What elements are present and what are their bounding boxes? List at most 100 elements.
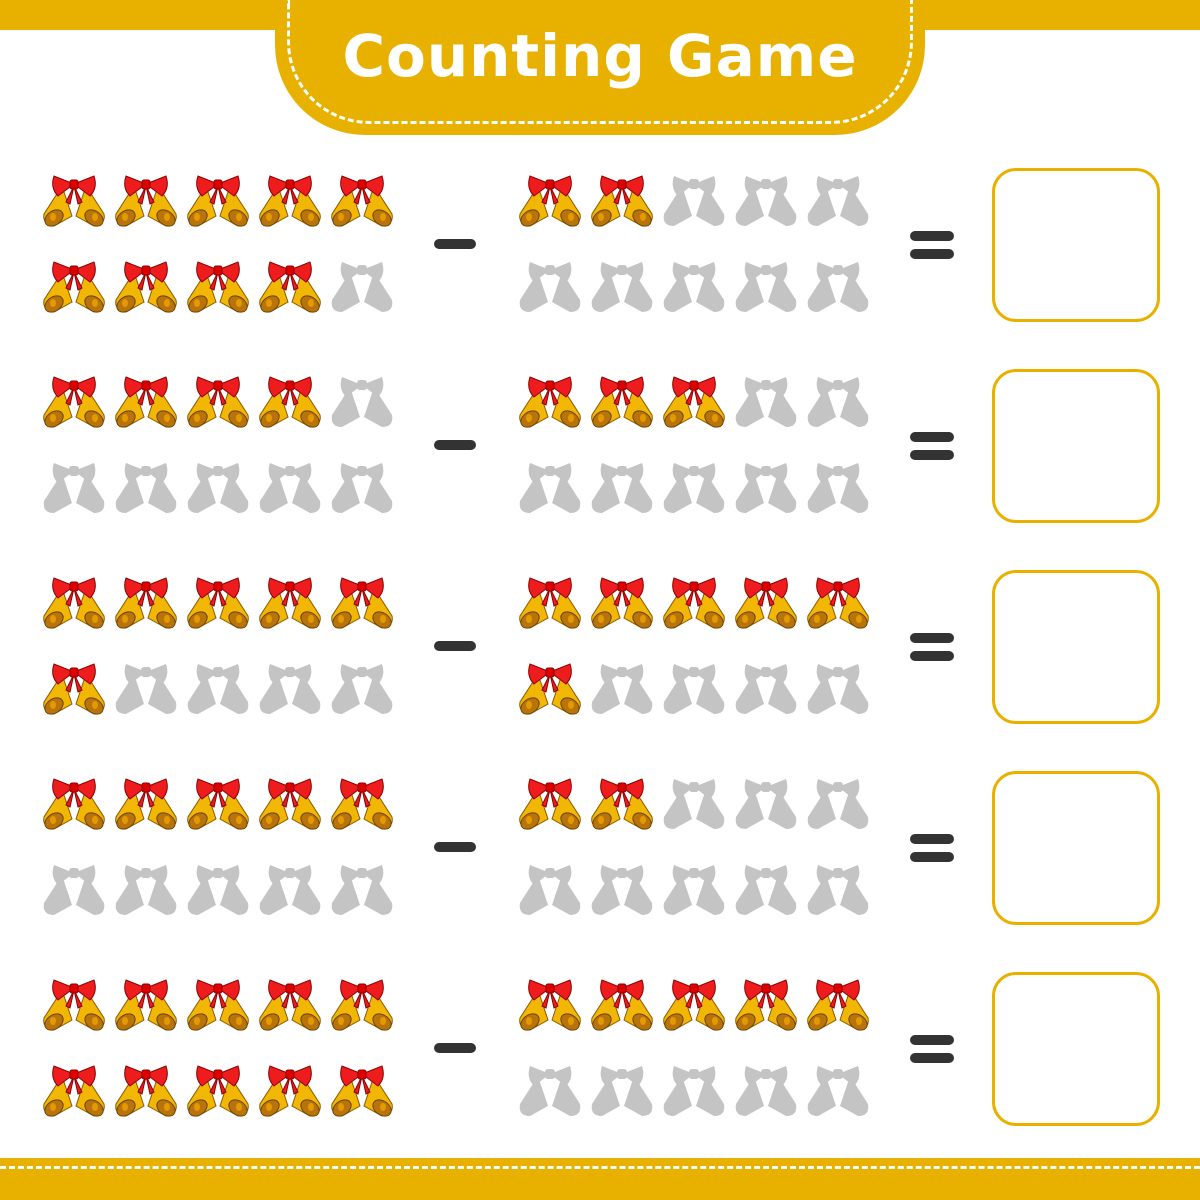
christmas-bells-icon xyxy=(589,778,655,833)
christmas-bells-icon xyxy=(113,778,179,833)
bell-silhouette-icon xyxy=(187,463,249,513)
bell-silhouette-icon xyxy=(663,176,725,226)
christmas-bells-icon xyxy=(113,376,179,431)
header-dash-left xyxy=(0,34,280,37)
title-tab xyxy=(275,0,925,135)
christmas-bells-icon xyxy=(41,778,107,833)
equals-sign-bottom xyxy=(910,1053,954,1063)
bell-silhouette-icon xyxy=(259,664,321,714)
bell-silhouette-icon xyxy=(591,463,653,513)
bell-silhouette-icon xyxy=(735,463,797,513)
bell-silhouette-icon xyxy=(807,664,869,714)
christmas-bells-icon xyxy=(185,175,251,230)
bell-silhouette-icon xyxy=(115,865,177,915)
christmas-bells-icon xyxy=(329,1065,395,1120)
christmas-bells-icon xyxy=(517,577,583,632)
christmas-bells-icon xyxy=(113,175,179,230)
christmas-bells-icon xyxy=(329,577,395,632)
bell-silhouette-icon xyxy=(591,664,653,714)
christmas-bells-icon xyxy=(733,577,799,632)
bell-silhouette-icon xyxy=(519,1066,581,1116)
equals-sign-bottom xyxy=(910,651,954,661)
christmas-bells-icon xyxy=(257,979,323,1034)
header-dash-right xyxy=(920,34,1200,37)
christmas-bells-icon xyxy=(517,376,583,431)
bell-silhouette-icon xyxy=(591,865,653,915)
christmas-bells-icon xyxy=(113,261,179,316)
bell-silhouette-icon xyxy=(807,463,869,513)
bell-silhouette-icon xyxy=(807,779,869,829)
bell-silhouette-icon xyxy=(519,865,581,915)
christmas-bells-icon xyxy=(185,376,251,431)
christmas-bells-icon xyxy=(185,261,251,316)
christmas-bells-icon xyxy=(257,376,323,431)
christmas-bells-icon xyxy=(661,979,727,1034)
equals-sign-top xyxy=(910,432,954,442)
christmas-bells-icon xyxy=(661,577,727,632)
christmas-bells-icon xyxy=(329,778,395,833)
christmas-bells-icon xyxy=(257,1065,323,1120)
equals-sign-bottom xyxy=(910,450,954,460)
christmas-bells-icon xyxy=(41,577,107,632)
bell-silhouette-icon xyxy=(663,1066,725,1116)
bell-silhouette-icon xyxy=(807,1066,869,1116)
answer-box[interactable] xyxy=(992,771,1160,925)
christmas-bells-icon xyxy=(329,175,395,230)
christmas-bells-icon xyxy=(41,261,107,316)
bell-silhouette-icon xyxy=(331,463,393,513)
christmas-bells-icon xyxy=(589,577,655,632)
christmas-bells-icon xyxy=(257,577,323,632)
answer-box[interactable] xyxy=(992,570,1160,724)
equals-sign-bottom xyxy=(910,249,954,259)
bell-silhouette-icon xyxy=(735,779,797,829)
christmas-bells-icon xyxy=(517,979,583,1034)
bell-silhouette-icon xyxy=(807,865,869,915)
bell-silhouette-icon xyxy=(331,664,393,714)
christmas-bells-icon xyxy=(41,1065,107,1120)
christmas-bells-icon xyxy=(805,979,871,1034)
christmas-bells-icon xyxy=(733,979,799,1034)
bell-silhouette-icon xyxy=(807,377,869,427)
christmas-bells-icon xyxy=(517,778,583,833)
bell-silhouette-icon xyxy=(259,463,321,513)
equals-sign-top xyxy=(910,1035,954,1045)
bell-silhouette-icon xyxy=(331,262,393,312)
christmas-bells-icon xyxy=(113,577,179,632)
bell-silhouette-icon xyxy=(43,463,105,513)
bell-silhouette-icon xyxy=(187,865,249,915)
christmas-bells-icon xyxy=(41,979,107,1034)
christmas-bells-icon xyxy=(805,577,871,632)
bell-silhouette-icon xyxy=(735,664,797,714)
answer-box[interactable] xyxy=(992,972,1160,1126)
christmas-bells-icon xyxy=(589,376,655,431)
bell-silhouette-icon xyxy=(43,865,105,915)
christmas-bells-icon xyxy=(329,979,395,1034)
christmas-bells-icon xyxy=(185,979,251,1034)
bell-silhouette-icon xyxy=(115,664,177,714)
bell-silhouette-icon xyxy=(735,176,797,226)
bell-silhouette-icon xyxy=(663,664,725,714)
bell-silhouette-icon xyxy=(331,377,393,427)
answer-box[interactable] xyxy=(992,369,1160,523)
christmas-bells-icon xyxy=(517,175,583,230)
christmas-bells-icon xyxy=(185,577,251,632)
minus-sign xyxy=(434,1043,476,1053)
christmas-bells-icon xyxy=(41,175,107,230)
bell-silhouette-icon xyxy=(735,377,797,427)
christmas-bells-icon xyxy=(257,261,323,316)
christmas-bells-icon xyxy=(517,663,583,718)
bell-silhouette-icon xyxy=(735,262,797,312)
bell-silhouette-icon xyxy=(663,262,725,312)
christmas-bells-icon xyxy=(41,663,107,718)
footer-band xyxy=(0,1158,1200,1200)
minus-sign xyxy=(434,440,476,450)
page-title: Counting Game xyxy=(342,22,858,90)
bell-silhouette-icon xyxy=(735,1066,797,1116)
christmas-bells-icon xyxy=(589,979,655,1034)
equals-sign-bottom xyxy=(910,852,954,862)
equals-sign-top xyxy=(910,231,954,241)
bell-silhouette-icon xyxy=(663,865,725,915)
christmas-bells-icon xyxy=(589,175,655,230)
answer-box[interactable] xyxy=(992,168,1160,322)
